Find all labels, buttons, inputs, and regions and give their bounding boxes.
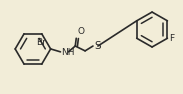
Text: S: S: [94, 41, 101, 51]
Text: NH: NH: [61, 48, 75, 57]
Text: F: F: [169, 34, 175, 43]
Text: O: O: [77, 27, 84, 36]
Text: Br: Br: [36, 38, 46, 47]
